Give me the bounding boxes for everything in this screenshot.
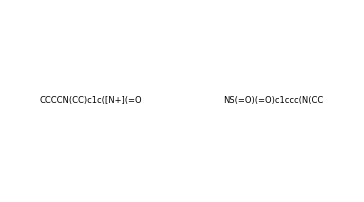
Text: CCCCN(CC)c1c([N+](=O: CCCCN(CC)c1c([N+](=O <box>40 97 142 105</box>
Text: NS(=O)(=O)c1ccc(N(CC: NS(=O)(=O)c1ccc(N(CC <box>223 97 323 105</box>
